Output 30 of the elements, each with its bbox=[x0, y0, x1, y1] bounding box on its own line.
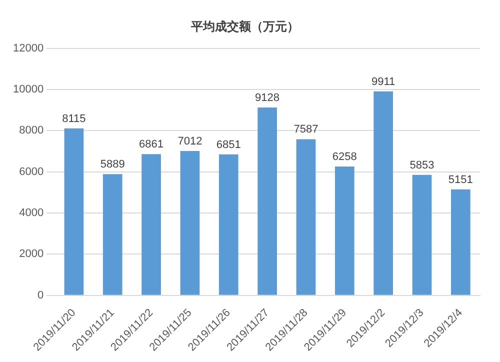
data-label: 9911 bbox=[371, 76, 396, 88]
data-label: 9128 bbox=[255, 92, 280, 104]
bar bbox=[450, 189, 470, 295]
bar bbox=[412, 174, 432, 295]
y-tick-label: 0 bbox=[37, 289, 44, 302]
bar bbox=[142, 154, 161, 295]
data-label: 6861 bbox=[139, 138, 164, 151]
y-tick-label: 8000 bbox=[19, 124, 44, 137]
bar bbox=[64, 128, 84, 295]
data-label: 6851 bbox=[216, 138, 241, 151]
bar bbox=[258, 107, 277, 295]
bar bbox=[374, 91, 393, 295]
data-label: 5151 bbox=[448, 174, 473, 186]
bar bbox=[296, 139, 316, 295]
data-label: 5853 bbox=[410, 159, 434, 172]
y-tick-label: 4000 bbox=[19, 207, 44, 220]
data-label: 7587 bbox=[294, 124, 318, 136]
bar bbox=[102, 174, 122, 295]
y-tick-label: 12000 bbox=[12, 42, 44, 54]
bar bbox=[218, 154, 238, 295]
chart-title: 平均成交额（万元） bbox=[190, 19, 299, 34]
data-label: 5889 bbox=[100, 158, 125, 171]
data-label: 7012 bbox=[178, 136, 202, 148]
y-tick-label: 2000 bbox=[19, 248, 44, 260]
bar bbox=[334, 166, 354, 295]
y-tick-label: 10000 bbox=[12, 84, 44, 96]
bar bbox=[180, 151, 200, 295]
data-label: 6258 bbox=[332, 151, 357, 164]
data-label: 8115 bbox=[62, 112, 86, 125]
y-tick-label: 6000 bbox=[19, 166, 44, 178]
